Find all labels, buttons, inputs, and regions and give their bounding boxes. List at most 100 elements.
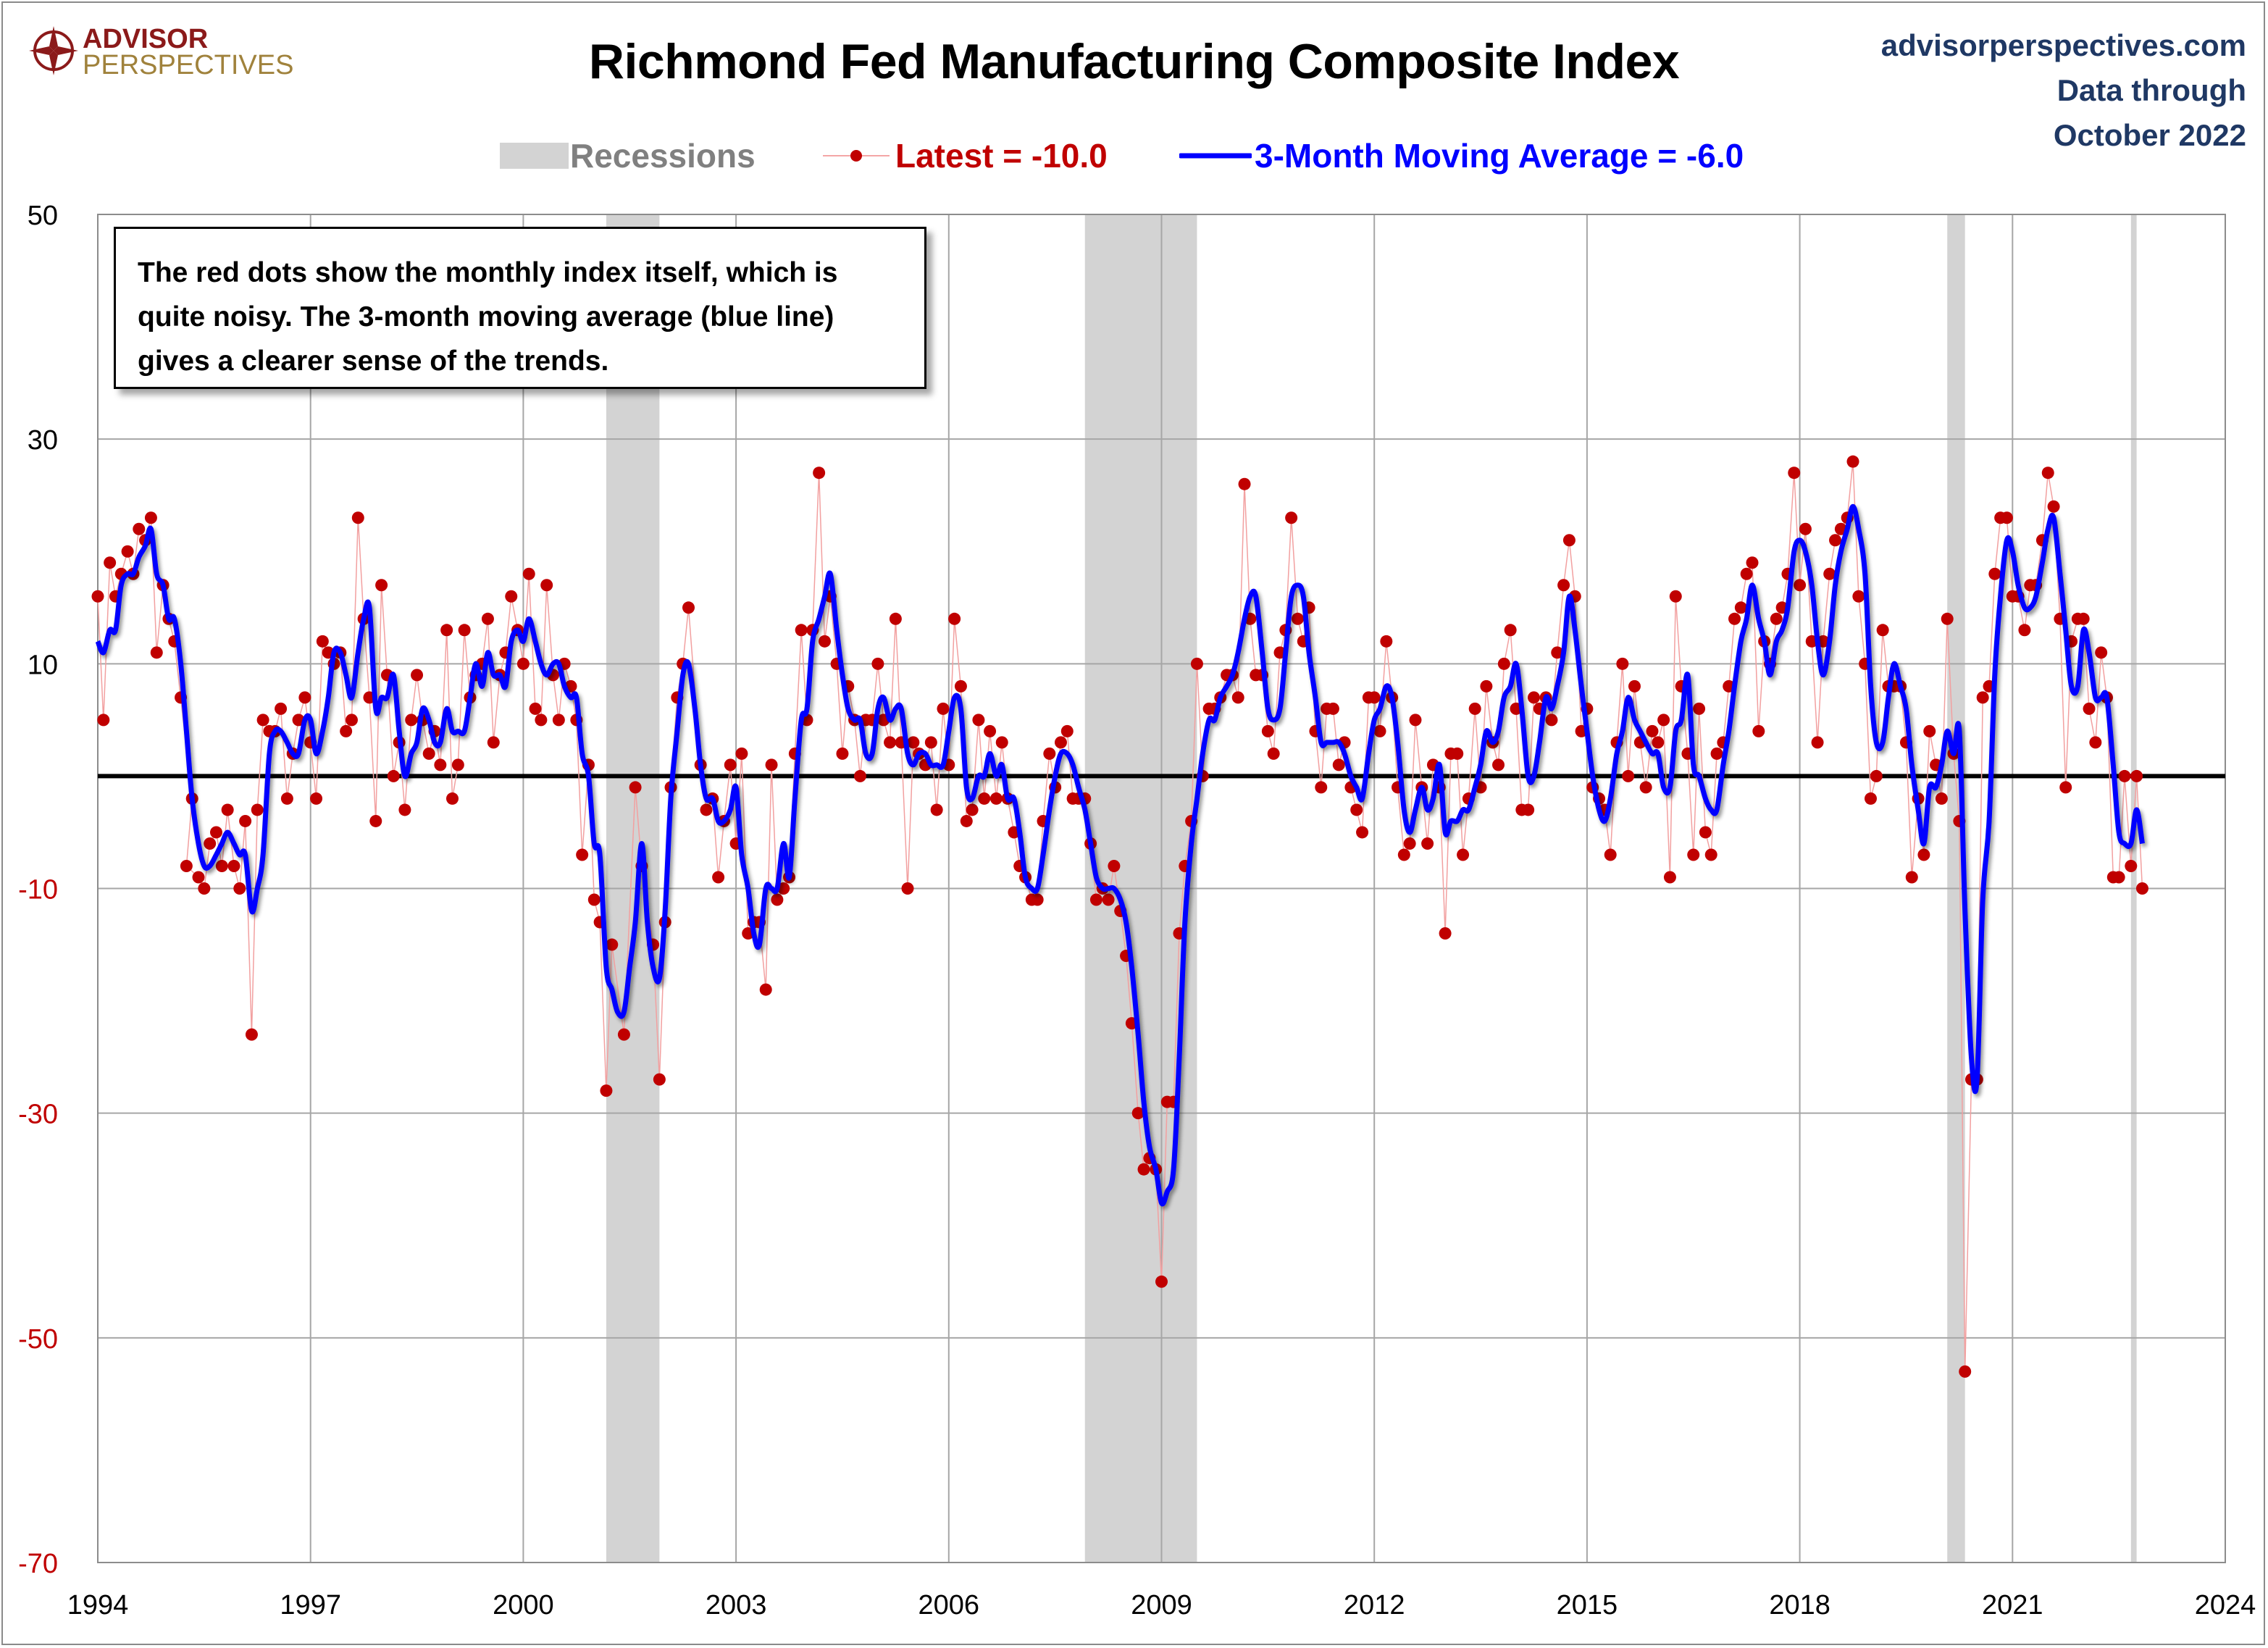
monthly-index-point: [1728, 612, 1741, 625]
chart-title: Richmond Fed Manufacturing Composite Ind…: [588, 34, 1680, 89]
y-tick-label: -50: [18, 1324, 58, 1355]
monthly-index-point: [954, 679, 967, 693]
monthly-index-point: [795, 624, 808, 637]
monthly-index-point: [2059, 781, 2072, 794]
monthly-index-point: [405, 714, 418, 727]
monthly-index-point: [440, 624, 453, 637]
logo-line1: ADVISOR: [83, 24, 208, 54]
monthly-index-point: [1557, 579, 1570, 592]
annotation-box: The red dots show the monthly index itse…: [114, 227, 926, 389]
advisor-perspectives-logo: ADVISOR PERSPECTIVES: [29, 24, 293, 80]
monthly-index-point: [1829, 534, 1842, 547]
x-tick-label: 2000: [493, 1590, 554, 1620]
monthly-index-point: [2077, 612, 2090, 625]
legend-recessions: Recessions: [500, 130, 756, 181]
monthly-index-point: [1380, 635, 1393, 648]
monthly-index-point: [369, 814, 382, 827]
monthly-index-point: [1326, 702, 1339, 715]
monthly-index-point: [735, 747, 748, 760]
monthly-index-point: [552, 714, 565, 727]
monthly-index-point: [1794, 579, 1807, 592]
monthly-index-point: [1368, 691, 1381, 704]
monthly-index-point: [227, 859, 240, 872]
monthly-index-point: [1740, 567, 1753, 580]
monthly-index-point: [818, 635, 831, 648]
source-date: October 2022: [2053, 118, 2246, 152]
monthly-index-point: [1687, 848, 1700, 861]
red-dot-line-icon: [823, 150, 890, 162]
monthly-index-point: [1492, 758, 1505, 771]
monthly-index-point: [1403, 837, 1416, 850]
monthly-index-point: [1639, 781, 1652, 794]
monthly-index-point: [121, 545, 134, 558]
monthly-index-point: [1397, 848, 1410, 861]
monthly-index-point: [1480, 679, 1493, 693]
monthly-index-point: [2000, 511, 2013, 524]
monthly-index-point: [221, 803, 234, 816]
monthly-index-point: [535, 714, 548, 727]
monthly-index-point: [91, 590, 104, 603]
monthly-index-point: [901, 882, 914, 895]
y-tick-label: -30: [18, 1100, 58, 1130]
monthly-index-point: [1669, 590, 1682, 603]
monthly-index-point: [411, 669, 424, 682]
monthly-index-point: [1663, 871, 1676, 884]
monthly-index-point: [989, 792, 1003, 805]
monthly-index-point: [204, 837, 217, 850]
recession-swatch: [500, 143, 569, 169]
monthly-index-point: [771, 893, 784, 906]
monthly-index-point: [1060, 724, 1074, 737]
monthly-index-point: [1373, 724, 1386, 737]
monthly-index-point: [1350, 803, 1363, 816]
monthly-index-point: [505, 590, 518, 603]
monthly-index-point: [1468, 702, 1481, 715]
monthly-index-point: [2125, 859, 2138, 872]
annotation-text: The red dots show the monthly index itse…: [138, 257, 838, 377]
monthly-index-point: [239, 814, 252, 827]
y-tick-label: 30: [28, 425, 58, 456]
monthly-index-point: [1604, 848, 1617, 861]
monthly-index-point: [813, 467, 826, 480]
source-site[interactable]: advisorperspectives.com: [1880, 28, 2246, 62]
monthly-index-point: [2089, 736, 2102, 749]
monthly-index-point: [1905, 871, 1918, 884]
monthly-index-point: [907, 736, 920, 749]
monthly-index-point: [1710, 747, 1723, 760]
monthly-index-point: [104, 556, 117, 569]
monthly-index-point: [1652, 736, 1665, 749]
monthly-index-point: [1451, 747, 1464, 760]
logo-line2: PERSPECTIVES: [83, 50, 293, 80]
monthly-index-point: [606, 938, 619, 951]
x-tick-label: 2024: [2195, 1590, 2256, 1620]
monthly-index-point: [1421, 837, 1434, 850]
monthly-index-point: [682, 601, 695, 614]
monthly-index-point: [1155, 1275, 1168, 1288]
moving-average-line: [95, 503, 2145, 1207]
monthly-index-point: [1043, 747, 1056, 760]
monthly-index-point: [1788, 467, 1801, 480]
monthly-index-point: [995, 736, 1008, 749]
monthly-index-point: [2095, 646, 2108, 659]
monthly-index-point: [978, 792, 991, 805]
monthly-index-point: [275, 702, 288, 715]
monthly-index-point: [712, 871, 725, 884]
legend-latest-label: Latest = -10.0: [895, 137, 1108, 175]
monthly-index-point: [1746, 556, 1759, 569]
legend-ma: 3-Month Moving Average = -6.0: [1179, 130, 1744, 181]
monthly-index-point: [198, 882, 211, 895]
monthly-index-point: [192, 871, 205, 884]
monthly-index-point: [2135, 882, 2148, 895]
monthly-index-point: [1356, 826, 1369, 839]
monthly-index-point: [215, 859, 228, 872]
monthly-index-point: [2041, 467, 2054, 480]
x-tick-label: 2021: [1982, 1590, 2043, 1620]
monthly-index-point: [1108, 859, 1121, 872]
monthly-index-point: [1409, 714, 1422, 727]
x-tick-label: 1994: [67, 1590, 129, 1620]
monthly-index-point: [1190, 657, 1203, 670]
monthly-index-point: [1699, 826, 1712, 839]
monthly-index-point: [1799, 522, 1812, 535]
monthly-index-point: [387, 769, 400, 782]
monthly-index-point: [1238, 477, 1251, 490]
